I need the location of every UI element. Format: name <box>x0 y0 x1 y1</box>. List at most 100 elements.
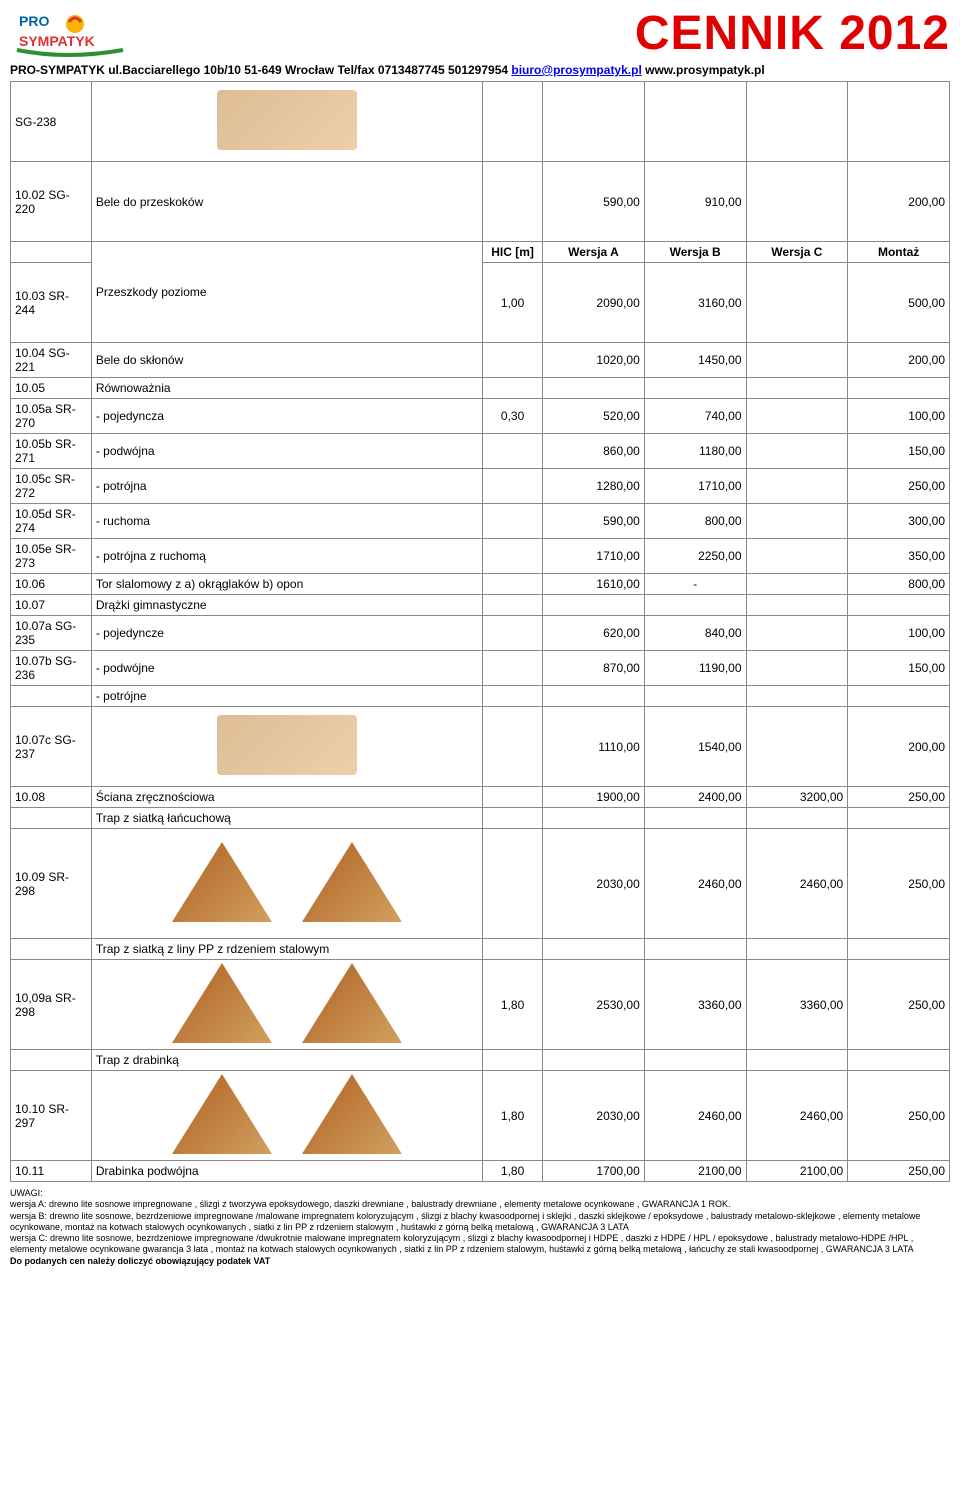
table-header-row: Przeszkody poziome HIC [m] Wersja A Wers… <box>11 242 950 263</box>
price-a: 590,00 <box>543 504 645 539</box>
price-a: 1020,00 <box>543 343 645 378</box>
hic-cell: 1,80 <box>483 960 543 1050</box>
code-cell: 10.07b SG-236 <box>11 651 92 686</box>
contact-line: PRO-SYMPATYK ul.Bacciarellego 10b/10 51-… <box>10 63 950 77</box>
col-montaz: Montaż <box>848 242 950 263</box>
code-cell: 10.10 SR-297 <box>11 1071 92 1161</box>
name-cell: - potrójne <box>91 686 482 707</box>
header: PRO SYMPATYK CENNIK 2012 <box>10 6 950 61</box>
price-a: 520,00 <box>543 399 645 434</box>
price-a: 590,00 <box>543 162 645 242</box>
price-a: 1710,00 <box>543 539 645 574</box>
contact-email[interactable]: biuro@prosympatyk.pl <box>511 63 641 77</box>
table-row: 10.05e SR-273 - potrójna z ruchomą 1710,… <box>11 539 950 574</box>
price-a: 2530,00 <box>543 960 645 1050</box>
code-cell: SG-238 <box>11 82 92 162</box>
code-cell: 10.05e SR-273 <box>11 539 92 574</box>
price-montaz: 350,00 <box>848 539 950 574</box>
code-cell: 10,09a SR-298 <box>11 960 92 1050</box>
name-cell: Bele do skłonów <box>91 343 482 378</box>
price-montaz: 150,00 <box>848 434 950 469</box>
table-row: 10,09a SR-298 1,80 2530,00 3360,00 3360,… <box>11 960 950 1050</box>
name-cell: Tor slalomowy z a) okrąglaków b) opon <box>91 574 482 595</box>
table-row: 10.05a SR-270 - pojedyncza 0,30 520,00 7… <box>11 399 950 434</box>
product-image <box>302 963 402 1043</box>
price-montaz: 150,00 <box>848 651 950 686</box>
code-cell: 10.05c SR-272 <box>11 469 92 504</box>
table-row: 10.05d SR-274 - ruchoma 590,00 800,00 30… <box>11 504 950 539</box>
code-cell: 10.02 SG-220 <box>11 162 92 242</box>
price-c: 2100,00 <box>746 1161 848 1182</box>
table-row: SG-238 <box>11 82 950 162</box>
price-b: 740,00 <box>644 399 746 434</box>
price-a: 1610,00 <box>543 574 645 595</box>
footer-vat: Do podanych cen należy doliczyć obowiązu… <box>10 1256 950 1267</box>
col-wb: Wersja B <box>644 242 746 263</box>
product-image <box>217 90 357 150</box>
svg-text:SYMPATYK: SYMPATYK <box>19 33 95 49</box>
code-cell: 10.11 <box>11 1161 92 1182</box>
code-cell: 10.08 <box>11 787 92 808</box>
table-row: 10.11 Drabinka podwójna 1,80 1700,00 210… <box>11 1161 950 1182</box>
price-c: 2460,00 <box>746 1071 848 1161</box>
product-image-cell <box>91 829 482 939</box>
price-b: 3160,00 <box>644 263 746 343</box>
table-row: 10.06 Tor slalomowy z a) okrąglaków b) o… <box>11 574 950 595</box>
code-cell: 10.05 <box>11 378 92 399</box>
product-image-cell <box>91 1071 482 1161</box>
price-table: SG-238 10.02 SG-220 Bele do przeskoków 5… <box>10 81 950 1182</box>
code-cell: 10.04 SG-221 <box>11 343 92 378</box>
price-montaz: 250,00 <box>848 469 950 504</box>
price-b: 2100,00 <box>644 1161 746 1182</box>
footer-wc: wersja C: drewno lite sosnowe, bezrdzeni… <box>10 1233 950 1256</box>
table-row: 10.02 SG-220 Bele do przeskoków 590,00 9… <box>11 162 950 242</box>
price-a: 860,00 <box>543 434 645 469</box>
name-cell: - potrójna <box>91 469 482 504</box>
code-cell: 10.05d SR-274 <box>11 504 92 539</box>
price-c: 3360,00 <box>746 960 848 1050</box>
contact-address: PRO-SYMPATYK ul.Bacciarellego 10b/10 51-… <box>10 63 511 77</box>
code-cell: 10.07c SG-237 <box>11 707 92 787</box>
price-a: 1700,00 <box>543 1161 645 1182</box>
name-cell: Drabinka podwójna <box>91 1161 482 1182</box>
table-row: Trap z siatką z liny PP z rdzeniem stalo… <box>11 939 950 960</box>
price-b: - <box>644 574 746 595</box>
code-cell: 10.03 SR-244 <box>11 263 92 343</box>
product-image <box>302 1074 402 1154</box>
name-cell: Trap z siatką łańcuchową <box>91 808 482 829</box>
col-hic: HIC [m] <box>483 242 543 263</box>
table-row: 10.07 Drążki gimnastyczne <box>11 595 950 616</box>
price-b: 1710,00 <box>644 469 746 504</box>
code-cell: 10.07 <box>11 595 92 616</box>
price-montaz: 100,00 <box>848 616 950 651</box>
code-cell: 10.06 <box>11 574 92 595</box>
name-cell: - podwójne <box>91 651 482 686</box>
price-b: 3360,00 <box>644 960 746 1050</box>
col-wa: Wersja A <box>543 242 645 263</box>
svg-text:PRO: PRO <box>19 13 49 29</box>
price-montaz: 250,00 <box>848 787 950 808</box>
product-image <box>302 842 402 922</box>
price-montaz: 250,00 <box>848 960 950 1050</box>
code-cell: 10.07a SG-235 <box>11 616 92 651</box>
name-cell: Równoważnia <box>91 378 482 399</box>
hic-cell: 1,80 <box>483 1161 543 1182</box>
code-cell: 10.09 SR-298 <box>11 829 92 939</box>
hic-cell: 1,00 <box>483 263 543 343</box>
price-montaz: 200,00 <box>848 343 950 378</box>
table-row: 10.05b SR-271 - podwójna 860,00 1180,00 … <box>11 434 950 469</box>
price-b: 2460,00 <box>644 1071 746 1161</box>
price-montaz: 250,00 <box>848 1161 950 1182</box>
price-c: 2460,00 <box>746 829 848 939</box>
name-cell: - ruchoma <box>91 504 482 539</box>
hic-cell: 1,80 <box>483 1071 543 1161</box>
product-image-cell <box>91 82 482 162</box>
price-b: 840,00 <box>644 616 746 651</box>
table-row: 10.05c SR-272 - potrójna 1280,00 1710,00… <box>11 469 950 504</box>
product-image <box>172 1074 272 1154</box>
name-cell: Bele do przeskoków <box>91 162 482 242</box>
table-row: 10.04 SG-221 Bele do skłonów 1020,00 145… <box>11 343 950 378</box>
price-montaz: 300,00 <box>848 504 950 539</box>
name-cell: Drążki gimnastyczne <box>91 595 482 616</box>
footer-wa: wersja A: drewno lite sosnowe impregnowa… <box>10 1199 950 1210</box>
